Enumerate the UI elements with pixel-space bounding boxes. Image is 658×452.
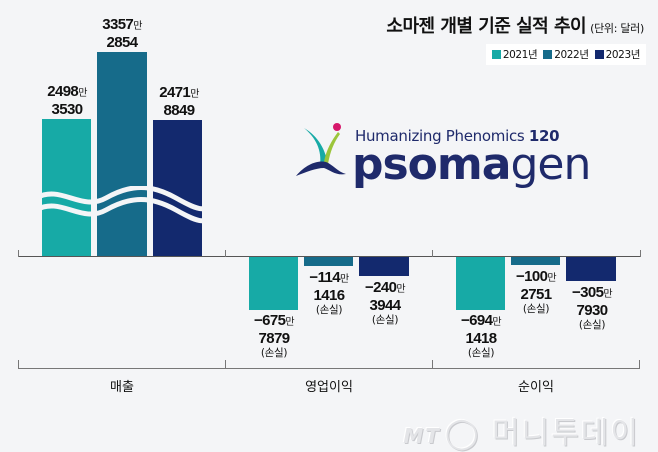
value-top: −675 [254,312,286,329]
watermark-mt: MT [403,424,441,448]
logo-tagline: Humanizing Phenomics 120 [355,127,560,145]
unit-man: 만 [190,89,199,100]
value-bottom: 8849 [163,102,196,119]
bar-net-2023 [566,257,616,281]
value-top: 2471 [159,84,191,101]
value-top: −240 [365,279,397,296]
loss-label: (손실) [371,314,399,326]
legend-item-2022: 2022년 [543,47,589,62]
value-top: −114 [309,269,340,286]
value-bottom: 2854 [106,34,139,51]
value-label-sales-2021: 2498만 3530 [47,84,87,118]
zero-baseline [18,256,640,257]
category-label-operating-income: 영업이익 [305,380,353,395]
value-top: 3357 [102,16,134,33]
value-label-op-2023: −240만 3944 (손실) [365,279,406,327]
value-top: −305 [572,284,604,301]
unit-man: 만 [547,273,556,284]
tagline-number: 120 [528,127,560,145]
value-bottom: 7879 [258,330,291,347]
category-label-net-income: 순이익 [518,380,554,395]
chart-title: 소마젠 개별 기준 실적 추이 (단위: 달러) [386,12,644,38]
unit-man: 만 [603,289,612,300]
legend-label: 2021년 [502,49,538,61]
legend-item-2023: 2023년 [594,47,641,62]
value-top: 2498 [47,83,79,100]
bar-op-2021 [249,257,298,310]
wordmark-regular: gen [510,139,591,190]
value-bottom: 3530 [51,101,84,118]
value-label-sales-2023: 2471만 8849 [159,85,199,119]
unit-man: 만 [492,317,501,328]
baseline-tick [640,250,641,257]
legend-swatch-icon [491,50,501,59]
value-label-net-2023: −305만 7930 (손실) [572,284,613,332]
tagline-text: Humanizing Phenomics [355,127,525,145]
legend-swatch-icon [543,50,553,59]
moneytoday-watermark: MT ◯ 머니투데이 [403,408,640,452]
category-label-sales: 매출 [110,380,134,395]
unit-man: 만 [339,274,349,285]
unit-label: (단위: 달러) [590,22,644,35]
unit-man: 만 [78,88,87,99]
value-bottom: 2751 [520,286,553,303]
axis-tick [225,360,226,369]
loss-label: (손실) [260,347,288,359]
value-label-net-2021: −694만 1418 (손실) [461,312,502,360]
bar-op-2023 [359,257,409,276]
watermark-text: 머니투데이 [492,416,640,451]
bar-net-2021 [456,257,505,310]
loss-label: (손실) [578,319,606,331]
bar-sales-2021 [42,119,91,257]
baseline-tick [432,250,433,257]
bar-op-2022 [304,257,353,266]
value-top: −694 [461,312,493,329]
legend-label: 2022년 [554,49,589,61]
baseline-tick [18,250,19,257]
value-bottom: 7930 [576,302,609,319]
legend-item-2021: 2021년 [491,47,538,62]
title-text: 소마젠 개별 기준 실적 추이 [386,16,587,37]
value-label-sales-2022: 3357만 2854 [102,17,142,51]
axis-break-wave-icon [36,186,216,224]
psomagen-figure-logo-icon [296,123,346,176]
wordmark-bold: psoma [352,139,511,190]
unit-man: 만 [285,317,294,328]
logo-wordmark: psomagen [352,139,591,190]
legend: 2021년 2022년 2023년 [485,44,646,65]
loss-label: (손실) [315,304,343,316]
bar-net-2022 [511,257,560,265]
unit-man: 만 [133,21,142,32]
value-bottom: 3944 [369,297,402,314]
value-label-net-2022: −100만 2751 (손실) [516,268,557,316]
axis-tick [18,360,19,369]
value-bottom: 1416 [313,287,346,304]
value-label-op-2021: −675만 7879 (손실) [254,312,295,360]
loss-label: (손실) [522,303,550,315]
bar-sales-2022 [97,52,147,257]
axis-tick [639,360,640,369]
watermark-swoosh-icon: ◯ [444,416,481,451]
axis-tick [432,360,433,369]
legend-label: 2023년 [605,49,641,61]
legend-swatch-icon [594,50,604,59]
value-label-op-2022: −114만 1416 (손실) [309,269,349,317]
value-bottom: 1418 [465,330,498,347]
value-top: −100 [516,268,548,285]
baseline-tick [225,250,226,257]
unit-man: 만 [396,284,405,295]
bar-sales-2023 [153,120,202,257]
loss-label: (손실) [467,347,495,359]
category-axis [18,368,640,369]
